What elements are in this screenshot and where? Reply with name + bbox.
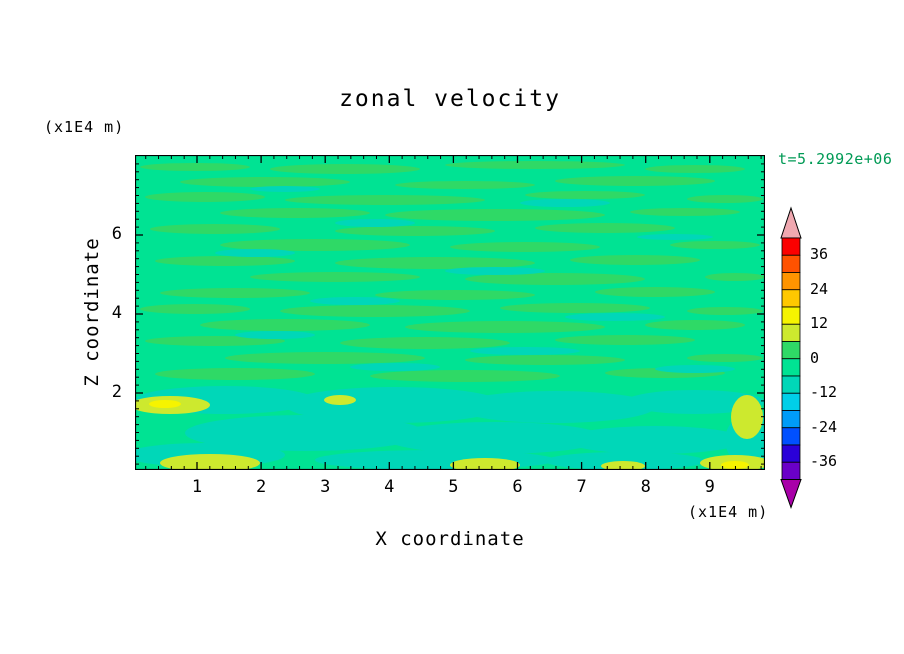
colorbar-label: -12 <box>810 383 838 402</box>
colorbar-label: 0 <box>810 348 820 367</box>
y-tick-label: 4 <box>111 303 122 323</box>
colorbar-label: 36 <box>810 245 829 264</box>
contour-plot-canvas <box>135 155 765 470</box>
x-tick-label: 6 <box>512 477 523 497</box>
colorbar-label: 24 <box>810 279 829 298</box>
colorbar-label: -36 <box>810 452 838 471</box>
x-axis-units: (x1E4 m) <box>688 503 769 521</box>
x-tick-label: 1 <box>191 477 203 497</box>
x-tick-label: 5 <box>448 477 459 497</box>
x-tick-label: 9 <box>704 477 715 497</box>
x-tick-label: 8 <box>640 477 651 497</box>
x-tick-label: 4 <box>384 477 395 497</box>
chart-title: zonal velocity <box>339 86 561 112</box>
x-tick-label: 7 <box>576 477 587 497</box>
x-tick-label: 2 <box>255 477 267 497</box>
x-tick-label: 3 <box>320 477 331 497</box>
time-label: t=5.2992e+06 <box>778 150 893 168</box>
colorbar <box>780 206 802 509</box>
y-tick-label: 6 <box>111 224 122 244</box>
y-axis-units: (x1E4 m) <box>44 118 125 136</box>
colorbar-label: 12 <box>810 314 829 333</box>
x-axis-label: X coordinate <box>375 528 525 550</box>
colorbar-label: -24 <box>810 417 838 436</box>
y-tick-label: 2 <box>111 382 122 402</box>
